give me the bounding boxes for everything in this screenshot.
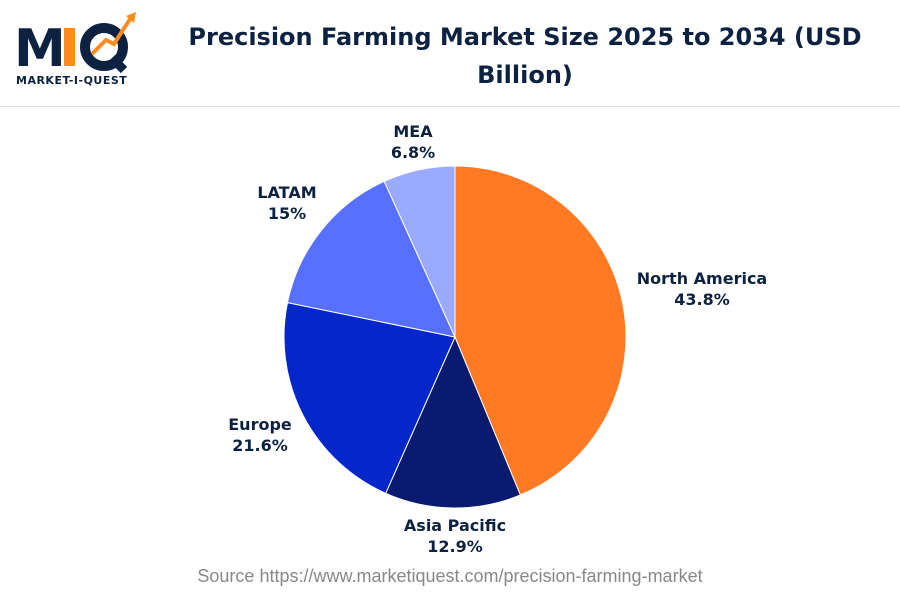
svg-text:M: M	[14, 19, 66, 79]
label-asia-pacific: Asia Pacific 12.9%	[403, 516, 507, 556]
logo-mark: M	[14, 12, 136, 79]
label-north-america: North America 43.8%	[636, 269, 768, 309]
header-divider	[0, 106, 900, 107]
logo: M	[14, 10, 144, 90]
chart-title: Precision Farming Market Size 2025 to 20…	[188, 23, 862, 89]
label-europe: Europe 21.6%	[228, 415, 292, 455]
pie-slice-asia-pacific	[385, 335, 522, 509]
logo-tagline: MARKET-I-QUEST	[16, 74, 128, 87]
pie-slice-europe	[283, 302, 456, 494]
pie-slice-latam	[286, 180, 456, 338]
source-note: Source https://www.marketiquest.com/prec…	[197, 566, 703, 586]
label-mea: MEA 6.8%	[390, 122, 436, 162]
pie-slice-mea	[383, 165, 456, 338]
pie-slice-north-america	[454, 165, 627, 496]
label-latam: LATAM 15%	[257, 183, 317, 223]
